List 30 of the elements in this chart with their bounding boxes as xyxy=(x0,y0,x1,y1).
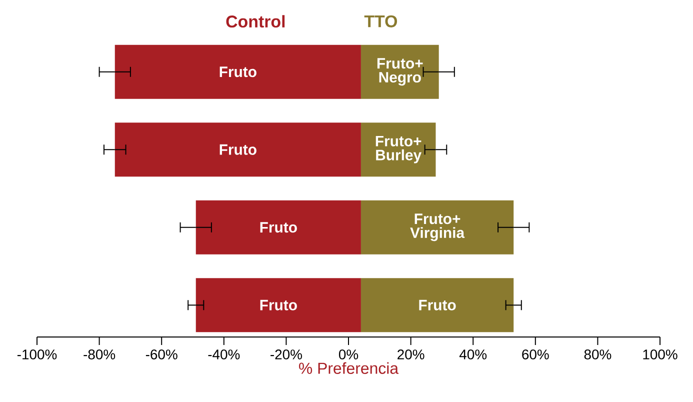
x-tick-label: 40% xyxy=(459,350,487,360)
annotation: Fruto xyxy=(220,66,256,78)
annotation: Fruto+ Virginia xyxy=(410,214,465,242)
bar xyxy=(360,44,439,99)
x-tick-label: 20% xyxy=(398,350,424,360)
annotation: Fruto xyxy=(220,144,256,155)
bar xyxy=(114,44,361,99)
x-tick-label: -80% xyxy=(84,350,116,360)
annotation: Fruto+ Burley xyxy=(376,136,422,164)
x-tick-label: 100% xyxy=(643,350,678,360)
series-label: Control xyxy=(226,15,285,28)
annotation: Fruto xyxy=(260,222,297,233)
x-axis-title: % Preferencia xyxy=(299,362,399,374)
bar xyxy=(196,278,361,332)
x-tick-label: 80% xyxy=(584,350,612,360)
x-tick-label: -20% xyxy=(270,350,302,360)
x-tick-label: -40% xyxy=(208,350,240,360)
x-tick-label: 0% xyxy=(338,350,358,360)
bar xyxy=(360,122,436,177)
series-label: TTO xyxy=(364,15,398,28)
annotation: Fruto xyxy=(419,300,456,310)
bar xyxy=(360,278,514,332)
bar xyxy=(360,200,514,254)
x-tick-label: -100% xyxy=(17,350,57,360)
annotation: Fruto xyxy=(260,300,297,310)
bar xyxy=(196,200,361,254)
annotation: Fruto+ Negro xyxy=(377,58,423,86)
x-tick-label: 60% xyxy=(522,350,549,360)
x-tick-label: -60% xyxy=(146,350,178,360)
bar xyxy=(114,122,361,177)
